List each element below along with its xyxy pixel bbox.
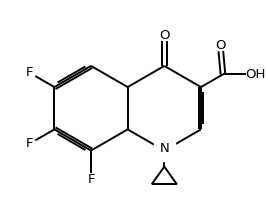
Text: F: F	[87, 173, 95, 186]
Text: F: F	[26, 66, 33, 79]
Text: N: N	[159, 142, 169, 155]
Text: O: O	[215, 39, 226, 52]
Text: F: F	[26, 137, 33, 150]
Text: OH: OH	[245, 68, 266, 81]
Text: O: O	[159, 28, 170, 42]
